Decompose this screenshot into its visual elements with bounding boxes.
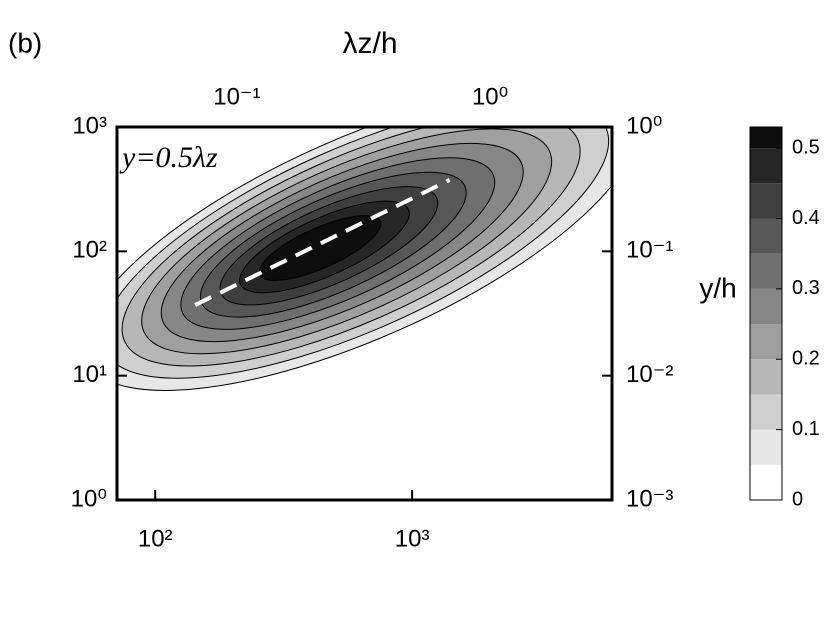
- fit-line: [194, 178, 451, 307]
- y2-tick-label: 10⁻¹: [626, 237, 673, 264]
- colorbar-segment: [750, 148, 782, 184]
- colorbar-segment: [750, 359, 782, 395]
- colorbar-frame: [749, 126, 783, 501]
- colorbar-segment: [750, 464, 782, 500]
- y-tick-label: 10¹: [72, 361, 107, 388]
- x-tick-label: 10²: [138, 525, 173, 552]
- colorbar-tick-label: 0.5: [792, 136, 820, 158]
- x2-tick-label: 10⁻¹: [213, 83, 260, 110]
- y2-tick-label: 10⁰: [626, 112, 662, 139]
- colorbar-tick-label: 0.3: [792, 277, 820, 299]
- y-tick-label: 10⁰: [71, 485, 107, 512]
- colorbar-segment: [750, 394, 782, 430]
- x-tick-label: 10³: [395, 525, 430, 552]
- colorbar-tick-label: 0: [792, 488, 803, 510]
- colorbar-segment: [750, 288, 782, 325]
- contour-area: [117, 127, 612, 391]
- y2-axis-label: y/h: [699, 272, 736, 303]
- y2-tick-label: 10⁻²: [626, 361, 673, 388]
- plot-frame: [115, 125, 614, 502]
- colorbar-segment: [750, 324, 782, 360]
- colorbar-tick-label: 0.1: [792, 418, 820, 440]
- annotation: y=0.5λz: [119, 141, 218, 174]
- y-tick-label: 10²: [72, 237, 107, 264]
- colorbar-segment: [750, 183, 782, 219]
- y-tick-label: 10³: [72, 112, 107, 139]
- colorbar-segment: [750, 127, 782, 149]
- y2-tick-label: 10⁻³: [626, 485, 673, 512]
- panel-label: (b): [8, 27, 42, 58]
- x2-axis-label: λz/h: [342, 27, 397, 60]
- x2-tick-label: 10⁰: [472, 83, 508, 110]
- colorbar-segment: [750, 253, 782, 289]
- colorbar-tick-label: 0.4: [792, 207, 820, 229]
- colorbar-segment: [750, 218, 782, 254]
- colorbar-tick-label: 0.2: [792, 348, 820, 370]
- colorbar-segment: [750, 429, 782, 465]
